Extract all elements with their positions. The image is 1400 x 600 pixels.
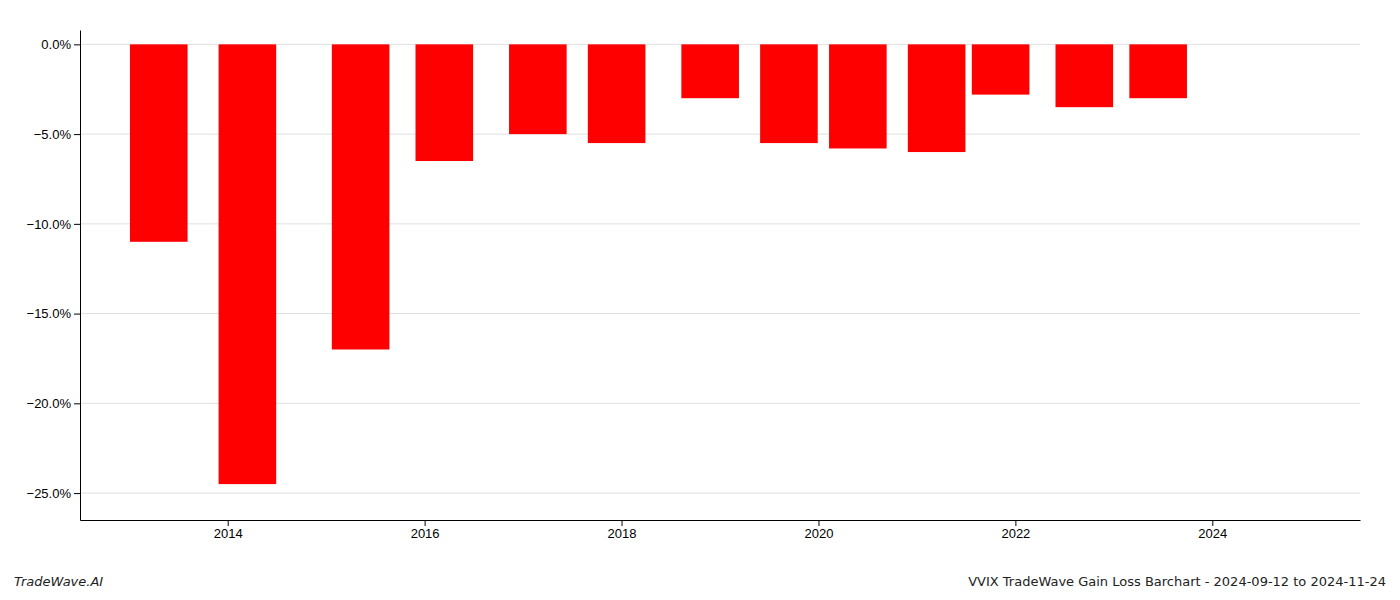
bar	[681, 44, 739, 98]
y-tick-label: 0.0%	[41, 37, 71, 52]
x-tick: 2024	[1198, 520, 1227, 541]
y-tick-mark	[74, 493, 80, 494]
x-tick-label: 2018	[608, 526, 637, 541]
y-tick-mark	[74, 134, 80, 135]
y-tick-mark	[74, 403, 80, 404]
x-tick-mark	[818, 520, 819, 526]
y-tick: 0.0%	[41, 37, 80, 52]
bar	[130, 44, 188, 241]
y-tick-mark	[74, 314, 80, 315]
x-tick: 2016	[411, 520, 440, 541]
x-tick-mark	[425, 520, 426, 526]
x-tick: 2018	[608, 520, 637, 541]
x-tick-label: 2024	[1198, 526, 1227, 541]
bar	[972, 44, 1030, 94]
x-axis-line	[81, 520, 1361, 521]
y-tick-mark	[74, 224, 80, 225]
y-tick-mark	[74, 44, 80, 45]
bar	[588, 44, 646, 143]
y-axis: 0.0% −5.0% −10.0% −15.0% −20.0% −25.0%	[27, 31, 81, 521]
y-tick: −10.0%	[27, 217, 80, 232]
footer-text: VVIX TradeWave Gain Loss Barchart - 2024…	[968, 574, 1386, 589]
y-tick-label: −5.0%	[34, 127, 72, 142]
bar	[1056, 44, 1114, 107]
x-axis: 2014 2016 2018 2020 2022 2024	[81, 520, 1361, 541]
grid-line	[80, 493, 1360, 494]
y-tick: −5.0%	[34, 127, 80, 142]
plot: 2014 2016 2018 2020 2022 2024 0.0% −5.0% −10.0% −…	[27, 31, 1361, 542]
bar	[1129, 44, 1187, 98]
x-tick: 2020	[805, 520, 834, 541]
y-tick-label: −25.0%	[27, 486, 72, 501]
chart: 2014 2016 2018 2020 2022 2024 0.0% −5.0% −10.0% −…	[0, 0, 1400, 600]
x-tick: 2014	[214, 520, 243, 541]
x-tick-label: 2014	[214, 526, 243, 541]
bar	[760, 44, 818, 143]
y-tick-label: −15.0%	[27, 306, 72, 321]
bar	[219, 44, 277, 484]
y-tick: −20.0%	[27, 396, 80, 411]
x-tick: 2022	[1001, 520, 1030, 541]
y-tick: −15.0%	[27, 306, 80, 321]
x-tick-mark	[228, 520, 229, 526]
x-tick-label: 2020	[805, 526, 834, 541]
x-tick-label: 2016	[411, 526, 440, 541]
bar	[829, 44, 887, 148]
bars	[130, 44, 1187, 484]
x-tick-mark	[1212, 520, 1213, 526]
grid	[80, 44, 1360, 493]
bar	[416, 44, 474, 161]
footer-text: TradeWave.AI	[14, 574, 103, 589]
bar	[332, 44, 390, 349]
y-tick-label: −10.0%	[27, 217, 72, 232]
x-tick-label: 2022	[1001, 526, 1030, 541]
y-axis-line	[80, 31, 81, 521]
bar	[509, 44, 567, 134]
y-tick: −25.0%	[27, 486, 80, 501]
x-tick-mark	[1015, 520, 1016, 526]
x-tick-mark	[622, 520, 623, 526]
bar	[908, 44, 966, 152]
y-tick-label: −20.0%	[27, 396, 72, 411]
